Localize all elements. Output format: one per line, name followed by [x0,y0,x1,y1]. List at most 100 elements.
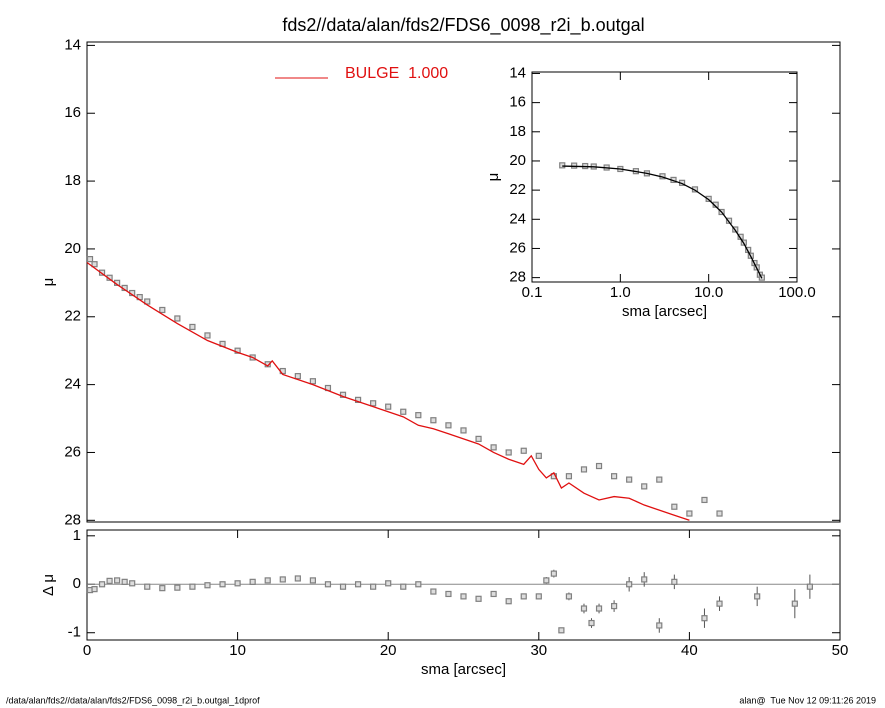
data-point [445,590,452,598]
data-point [656,622,663,629]
x-tick-label: 30 [530,642,547,659]
data-point [565,593,573,600]
x-tick-label: 1.0 [610,284,631,301]
data-point [129,580,136,587]
data-point [400,408,407,415]
data-point [610,473,618,480]
x-axis-label: sma [arcsec] [622,303,707,320]
legend-label: BULGE 1.000 [345,65,448,82]
data-point [520,447,527,454]
y-axis-label: Δ μ [40,574,57,596]
x-tick-label: 100.0 [778,284,816,301]
data-point [249,578,256,585]
data-point [144,298,151,305]
data-point [204,332,211,339]
data-point [144,583,151,590]
plot-frame [86,529,841,641]
data-point [754,593,761,600]
footer-right: alan@ Tue Nov 12 09:11:26 2019 [739,695,876,705]
data-point [309,577,316,584]
x-tick-label: 10 [229,642,246,659]
y-tick-label: 16 [509,94,526,111]
y-tick-label: 22 [64,308,81,325]
data-point [98,269,106,276]
data-point [626,476,633,483]
data-point [716,510,723,517]
y-tick-label: 1 [73,527,81,544]
y-tick-label: 24 [509,210,526,227]
data-point [791,600,798,607]
data-point [294,575,301,582]
data-point [309,378,316,385]
y-tick-label: 16 [64,104,81,121]
data-point [505,449,512,456]
x-tick-label: 10.0 [694,284,723,301]
y-tick-label: 0 [73,575,81,592]
model-line [86,261,690,521]
y-tick-label: 28 [509,269,526,286]
data-point [264,577,271,584]
data-point [339,391,347,398]
data-point [520,593,527,600]
y-tick-label: 28 [64,511,81,528]
data-point [559,162,566,169]
data-point [106,577,113,584]
data-point [580,605,588,612]
data-point [354,396,362,403]
x-axis-label: sma [arcsec] [421,661,506,678]
data-point [279,576,286,583]
data-point [558,627,565,634]
y-tick-label: 26 [509,239,526,256]
y-tick-label: 18 [509,123,526,140]
data-point [294,373,301,380]
data-point [174,315,181,322]
data-point [415,412,422,419]
data-point [114,577,121,584]
data-point [626,581,633,588]
y-axis-label: μ [485,173,502,182]
data-point [219,581,226,588]
data-point [641,483,648,490]
data-point [234,347,241,354]
data-point [430,588,437,595]
data-point [189,323,196,331]
footer-left: /data/alan/fds2//data/alan/fds2/FDS6_009… [6,695,260,705]
y-tick-label: 18 [64,172,81,189]
x-tick-label: 0 [83,642,91,659]
data-point [98,581,106,588]
data-point [354,581,362,588]
data-point [610,602,618,610]
data-point [91,586,98,593]
data-point [595,462,603,470]
data-point [460,427,467,434]
data-point [460,593,467,600]
y-tick-label: 22 [509,181,526,198]
data-point [595,605,603,612]
data-point [445,422,452,429]
data-point [701,496,708,504]
data-point [535,593,542,600]
y-tick-label: 14 [64,36,81,53]
data-point [716,600,723,607]
data-point [580,466,588,473]
data-point [400,583,407,590]
y-axis-label: μ [40,278,57,287]
data-point [588,619,595,627]
data-point [686,510,693,517]
data-point [189,583,196,590]
data-point [385,580,392,587]
data-point [174,584,181,591]
data-point [159,306,166,314]
x-tick-label: 20 [380,642,397,659]
data-point [725,217,733,224]
model-line [562,165,763,279]
data-point [415,581,422,588]
data-point [324,581,332,588]
data-point [550,570,557,577]
y-tick-label: 26 [64,443,81,460]
data-point [86,256,94,263]
y-tick-label: 24 [64,376,81,393]
data-point [475,595,482,602]
x-tick-label: 50 [832,642,849,659]
